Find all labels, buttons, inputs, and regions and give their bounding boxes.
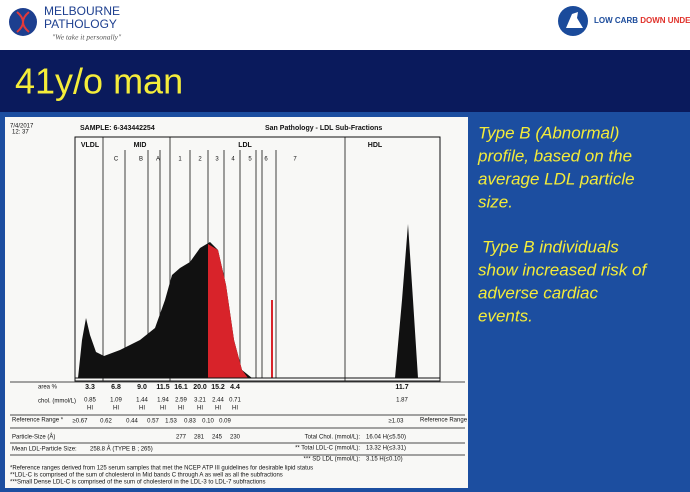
logo-tagline: "We take it personally"	[52, 33, 122, 42]
chol-value: 2.59	[175, 398, 187, 404]
band-label: C	[114, 157, 119, 163]
area-value: 3.3	[85, 384, 95, 391]
mean-size: 258.8 Å (TYPE B ; 265)	[90, 446, 153, 453]
logo-name: PATHOLOGY	[44, 17, 117, 31]
chol-value: 0.71	[229, 398, 241, 404]
area-value: 4.4	[230, 384, 240, 391]
footnote: ***Small Dense LDL-C is comprised of the…	[10, 480, 265, 486]
note-line: Type B (Abnormal)	[478, 123, 619, 142]
chol-value: 1.94	[157, 398, 169, 404]
area-value: 6.8	[111, 384, 121, 391]
particle-size: 245	[212, 435, 223, 441]
flag: HI	[160, 406, 166, 412]
reference-value: ≥1.03	[389, 419, 405, 425]
chol-value: 1.44	[136, 398, 148, 404]
title-bar	[0, 50, 690, 112]
chol-value: 1.87	[396, 398, 408, 404]
reference-value: 0.10	[202, 419, 214, 425]
flag: HI	[113, 406, 119, 412]
row-label: Mean LDL-Particle Size:	[12, 447, 77, 453]
logo-helix	[16, 11, 30, 33]
report-text: 12: 37	[12, 130, 29, 136]
band-label: 2	[198, 157, 202, 163]
flag: HI	[87, 406, 93, 412]
footnote: **LDL-C is comprised of the sum of chole…	[10, 473, 283, 479]
area-value: 11.7	[395, 384, 408, 391]
row-label: Reference Range *	[12, 418, 64, 424]
chol-value: 2.44	[212, 398, 224, 404]
reference-value: 0.57	[147, 419, 159, 425]
note-line: size.	[478, 192, 513, 211]
particle-size: 281	[194, 435, 205, 441]
kangaroo	[566, 12, 583, 28]
row-label: chol. (mmol/L)	[38, 399, 76, 405]
reference-value: 0.83	[184, 419, 196, 425]
note-line: Type B individuals	[482, 237, 619, 256]
report-text: SAMPLE: 6-343442254	[80, 125, 155, 132]
fraction-label: HDL	[368, 142, 383, 149]
area-value: 15.2	[211, 384, 225, 391]
total-value: 16.04 H(≤5.50)	[366, 435, 406, 441]
flag: HI	[215, 406, 221, 412]
area-value: 9.0	[137, 384, 147, 391]
logo-right: LOW CARB DOWN UNDER	[594, 16, 690, 25]
note-line: events.	[478, 306, 533, 325]
band-label: 1	[178, 157, 182, 163]
band-label: 7	[293, 157, 297, 163]
note-line: show increased risk of	[478, 260, 648, 279]
logo-name: MELBOURNE	[44, 4, 120, 18]
logo-right-part: LOW CARB	[594, 16, 638, 25]
row-label: Reference Range	[420, 418, 468, 424]
band-label: B	[139, 157, 143, 163]
reference-value: ≥0.67	[73, 419, 89, 425]
chol-value: 3.21	[194, 398, 206, 404]
area-value: 20.0	[193, 384, 207, 391]
fraction-label: MID	[134, 142, 147, 149]
hdl-peak	[395, 224, 418, 378]
total-value: 13.32 H(≤3.31)	[366, 446, 406, 452]
total-value: 3.15 H(≤0.10)	[366, 457, 403, 463]
report-text: San Pathology - LDL Sub-Fractions	[265, 125, 382, 132]
reference-value: 1.53	[165, 419, 177, 425]
fraction-label: LDL	[238, 142, 252, 149]
reference-value: 0.62	[100, 419, 112, 425]
particle-size: 277	[176, 435, 187, 441]
total-label: Total Chol. (mmol/L):	[305, 435, 361, 441]
note-line: average LDL particle	[478, 169, 635, 188]
logo-right-part: DOWN UNDER	[640, 16, 690, 25]
band-label: 3	[215, 157, 219, 163]
note-line: adverse cardiac	[478, 283, 599, 302]
report-text: 7/4/2017	[10, 124, 34, 130]
band-label: 4	[231, 157, 235, 163]
row-label: Particle-Size (Å)	[12, 434, 55, 441]
red-band	[271, 300, 273, 378]
flag: HI	[178, 406, 184, 412]
footnote: *Reference ranges derived from 125 serum…	[10, 466, 313, 472]
report-panel	[5, 117, 468, 488]
row-label: area %	[38, 385, 58, 391]
flag: HI	[197, 406, 203, 412]
chol-value: 1.09	[110, 398, 122, 404]
area-value: 16.1	[174, 384, 188, 391]
fraction-label: VLDL	[81, 142, 100, 149]
flag: HI	[139, 406, 145, 412]
chol-value: 0.85	[84, 398, 96, 404]
band-label: 6	[264, 157, 268, 163]
band-label: 5	[248, 157, 252, 163]
slide-title: 41y/o man	[15, 61, 183, 102]
particle-size: 230	[230, 435, 241, 441]
note-line: profile, based on the	[477, 146, 632, 165]
flag: HI	[232, 406, 238, 412]
reference-value: 0.09	[219, 419, 231, 425]
total-label: *** SD LDL (mmol/L):	[304, 457, 361, 463]
curve-red	[208, 244, 248, 378]
total-label: ** Total LDL-C (mmol/L):	[295, 446, 360, 452]
reference-value: 0.44	[126, 419, 138, 425]
area-value: 11.5	[156, 384, 169, 391]
band-label: A	[156, 157, 160, 163]
